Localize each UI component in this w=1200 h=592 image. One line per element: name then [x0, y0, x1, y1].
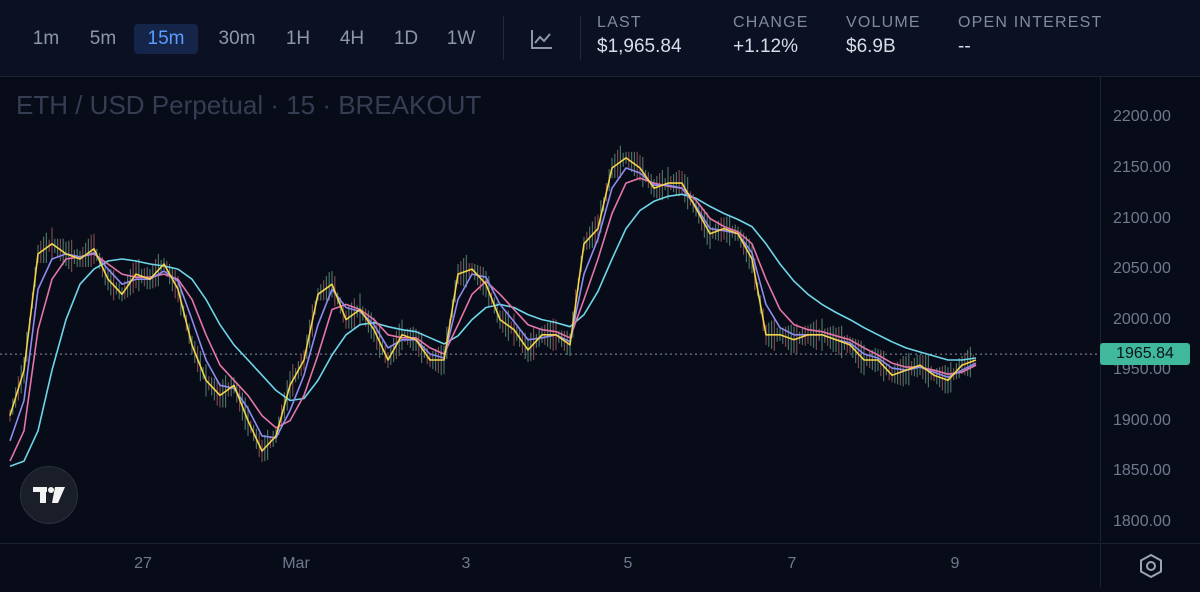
- candle-group: [9, 145, 974, 463]
- timeframe-1m[interactable]: 1m: [32, 28, 60, 49]
- time-tick-label: 7: [787, 555, 797, 572]
- timeframe-1h[interactable]: 1H: [285, 28, 311, 49]
- stat-last-label: LAST: [597, 14, 642, 31]
- time-tick-label: 5: [623, 555, 633, 572]
- ma-line-cyan: [9, 193, 977, 467]
- settings-icon: [1140, 553, 1162, 579]
- timeframe-1w[interactable]: 1W: [446, 28, 476, 49]
- chart-title: ETH / USD Perpetual · 15 · BREAKOUT: [16, 90, 482, 120]
- toolbar-divider: [503, 16, 504, 60]
- price-axis[interactable]: 2200.00 2150.00 2100.00 2050.00 2000.00 1950.…: [1100, 77, 1200, 542]
- timeframe-4h[interactable]: 4H: [339, 28, 365, 49]
- time-tick-label: 3: [461, 555, 471, 572]
- price-tick-label: 1850.00: [1113, 462, 1171, 480]
- price-tick-label: 1900.00: [1113, 411, 1171, 429]
- time-tick-label: 27: [134, 555, 152, 572]
- timeframe-1d[interactable]: 1D: [393, 28, 419, 49]
- timeframe-30m[interactable]: 30m: [218, 28, 256, 49]
- price-tick-label: 2200.00: [1113, 108, 1171, 126]
- price-tick-label: 1800.00: [1113, 512, 1171, 530]
- settings-button[interactable]: [1100, 543, 1200, 587]
- ma-line-yellow: [9, 157, 977, 452]
- price-tick-label: 2100.00: [1113, 209, 1171, 227]
- tradingview-logo-icon: [33, 487, 65, 503]
- stat-volume-value: $6.9B: [846, 36, 896, 57]
- stat-open-interest-label: OPEN INTEREST: [958, 14, 1103, 31]
- time-tick-label: 9: [950, 555, 960, 572]
- timeframe-5m[interactable]: 5m: [89, 28, 117, 49]
- stat-last-value: $1,965.84: [597, 36, 682, 57]
- stat-change-value: +1.12%: [733, 36, 798, 57]
- price-tick-label: 1950.00: [1113, 361, 1171, 379]
- ma-line-purple: [9, 167, 977, 442]
- price-tick-label: 2000.00: [1113, 310, 1171, 328]
- toolbar-divider: [580, 16, 581, 60]
- toolbar: 1m 5m 15m 30m 1H 4H 1D 1W LAST $1,965.84…: [0, 0, 1200, 77]
- line-chart-icon[interactable]: [529, 27, 555, 51]
- price-tick-label: 2050.00: [1113, 260, 1171, 278]
- price-tick-label: 2150.00: [1113, 158, 1171, 176]
- price-chart[interactable]: [0, 77, 1100, 542]
- time-tick-label: Mar: [282, 555, 310, 572]
- timeframe-15m[interactable]: 15m: [134, 24, 198, 54]
- stat-volume-label: VOLUME: [846, 14, 921, 31]
- time-axis[interactable]: 27 Mar 3 5 7 9: [0, 543, 1100, 587]
- stat-change-label: CHANGE: [733, 14, 809, 31]
- current-price-tag: 1965.84: [1100, 343, 1190, 365]
- ma-line-pink: [9, 177, 977, 462]
- tradingview-logo[interactable]: [20, 466, 78, 524]
- stat-open-interest-value: --: [958, 36, 971, 57]
